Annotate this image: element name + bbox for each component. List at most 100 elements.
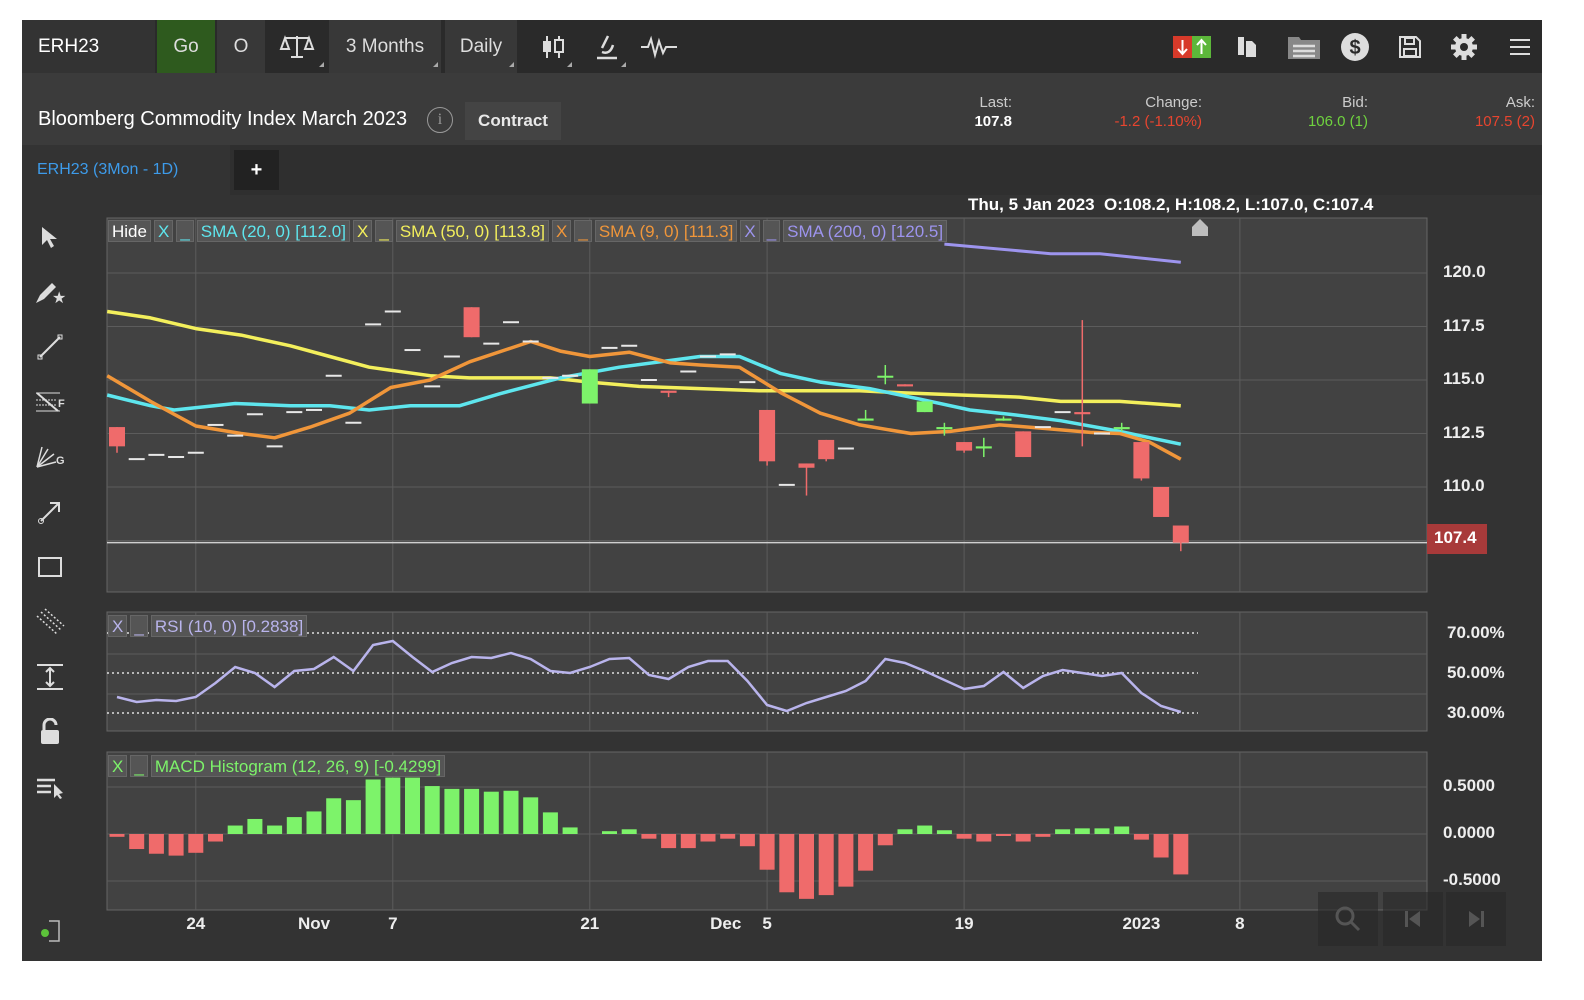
date-tick-label: 8	[1235, 914, 1245, 933]
settings-button[interactable]	[1444, 20, 1484, 73]
svg-text:G: G	[56, 455, 65, 467]
channel-tool[interactable]	[34, 606, 66, 638]
last-price-box	[1427, 524, 1487, 554]
arrow-tool[interactable]	[34, 496, 66, 528]
rectangle-tool[interactable]	[34, 551, 66, 583]
tab-erh23[interactable]: ERH23 (3Mon - 1D)	[22, 145, 230, 195]
macd-bar-negative	[739, 834, 755, 847]
macd-bar-negative	[838, 834, 854, 887]
change-label: Change:	[1145, 94, 1202, 111]
studies-button[interactable]	[585, 20, 629, 73]
cursor-arrow-icon	[42, 227, 57, 248]
security-name: Bloomberg Commodity Index March 2023	[38, 108, 408, 130]
chart-type-button[interactable]	[531, 20, 575, 73]
candle-down	[1133, 442, 1150, 479]
price-legend: Hide X _ SMA (20, 0) [112.0] X _ SMA (50…	[108, 220, 948, 242]
macd-tick-label: -0.5000	[1443, 870, 1501, 889]
ticker-input[interactable]: ERH23	[22, 20, 155, 73]
sma200-remove-button[interactable]: X	[740, 220, 760, 242]
macd-bar-negative	[148, 834, 164, 854]
hide-button[interactable]: Hide	[108, 220, 151, 242]
candle-up	[936, 427, 953, 430]
rsi-minimize-button[interactable]: _	[130, 615, 148, 637]
pointer-tool[interactable]	[34, 221, 66, 253]
macd-bar-negative	[109, 834, 125, 837]
macd-remove-button[interactable]: X	[108, 755, 128, 777]
candle-down	[660, 390, 677, 393]
parallel-channel-icon	[36, 608, 65, 635]
select-drawings-tool[interactable]	[34, 771, 66, 803]
macd-bar-negative	[661, 834, 677, 849]
macd-bar-negative	[858, 834, 874, 871]
rectangle-icon	[38, 557, 62, 577]
svg-text:$: $	[1349, 37, 1360, 59]
macd-bar-positive	[936, 830, 952, 834]
annotate-tool[interactable]: ★	[34, 276, 66, 308]
contract-dropdown[interactable]: Contract	[465, 102, 561, 140]
add-tab-button[interactable]: +	[234, 150, 279, 190]
zoom-search-button[interactable]	[1318, 892, 1378, 946]
sma50-remove-button[interactable]: X	[353, 220, 373, 242]
macd-legend[interactable]: MACD Histogram (12, 26, 9) [-0.4299]	[150, 755, 446, 777]
sma9-minimize-button[interactable]: _	[574, 220, 592, 242]
macd-bar-negative	[641, 834, 657, 839]
go-button[interactable]: Go	[157, 20, 215, 73]
sma20-remove-button[interactable]: X	[153, 220, 174, 242]
date-tick-label: Nov	[297, 914, 331, 933]
drawing-toolbar: ★ F G	[22, 215, 82, 955]
lock-tool[interactable]	[34, 716, 66, 748]
menu-button[interactable]	[1500, 20, 1540, 73]
sma200-minimize-button[interactable]: _	[762, 220, 781, 242]
candle-down	[818, 439, 835, 460]
fibonacci-tool[interactable]: F	[34, 386, 66, 418]
macd-bar-positive	[464, 788, 480, 834]
skip-back-icon	[1405, 911, 1420, 927]
o-button[interactable]: O	[217, 20, 265, 73]
save-icon	[1399, 35, 1421, 58]
rsi-remove-button[interactable]: X	[108, 615, 128, 637]
currency-button[interactable]: $	[1335, 20, 1375, 73]
compare-scale-button[interactable]	[267, 20, 327, 73]
scroll-latest-icon[interactable]	[1192, 219, 1208, 236]
rsi-legend[interactable]: RSI (10, 0) [0.2838]	[150, 615, 308, 637]
macd-bar-positive	[1094, 828, 1110, 834]
last-price-label: 107.4	[1434, 528, 1477, 547]
date-tick-label: 2023	[1122, 914, 1161, 933]
candle-down	[897, 384, 913, 387]
sma50-minimize-button[interactable]: _	[375, 220, 393, 242]
range-dropdown[interactable]: 3 Months	[329, 20, 441, 73]
list-button[interactable]	[1282, 20, 1326, 73]
macd-minimize-button[interactable]: _	[130, 755, 148, 777]
save-button[interactable]	[1390, 20, 1430, 73]
scroll-start-button[interactable]	[1383, 892, 1443, 946]
macd-bar-negative	[700, 834, 716, 842]
compare-scale-icon	[279, 34, 315, 58]
macd-bar-negative	[168, 834, 184, 856]
gann-fan-tool[interactable]: G	[34, 441, 66, 473]
change-value: -1.2 (-1.10%)	[1114, 113, 1202, 130]
up-down-button[interactable]	[1170, 20, 1214, 73]
macd-bar-negative	[996, 834, 1011, 836]
trendline-tool[interactable]	[34, 331, 66, 363]
sma20-legend[interactable]: SMA (20, 0) [112.0]	[196, 220, 350, 242]
sma50-legend[interactable]: SMA (50, 0) [113.8]	[395, 220, 550, 242]
exit-button[interactable]	[34, 915, 66, 947]
macd-bar-positive	[405, 777, 420, 834]
indicator-button[interactable]	[637, 20, 681, 73]
date-tick-label: 7	[388, 914, 398, 933]
exit-status-icon	[41, 920, 60, 942]
skip-forward-icon	[1469, 911, 1484, 927]
candle-down	[1153, 487, 1170, 517]
sma9-legend[interactable]: SMA (9, 0) [111.3]	[594, 220, 738, 242]
sma9-remove-button[interactable]: X	[552, 220, 572, 242]
date-tick-label: Dec	[710, 914, 742, 933]
interval-dropdown[interactable]: Daily	[445, 20, 517, 73]
macd-bar-negative	[188, 834, 204, 853]
copy-button[interactable]	[1227, 20, 1267, 73]
measure-tool[interactable]	[34, 661, 66, 693]
sma200-legend[interactable]: SMA (200, 0) [120.5]	[783, 220, 948, 242]
sma20-minimize-button[interactable]: _	[176, 220, 194, 242]
info-icon[interactable]: i	[427, 107, 453, 133]
scroll-end-button[interactable]	[1446, 892, 1506, 946]
